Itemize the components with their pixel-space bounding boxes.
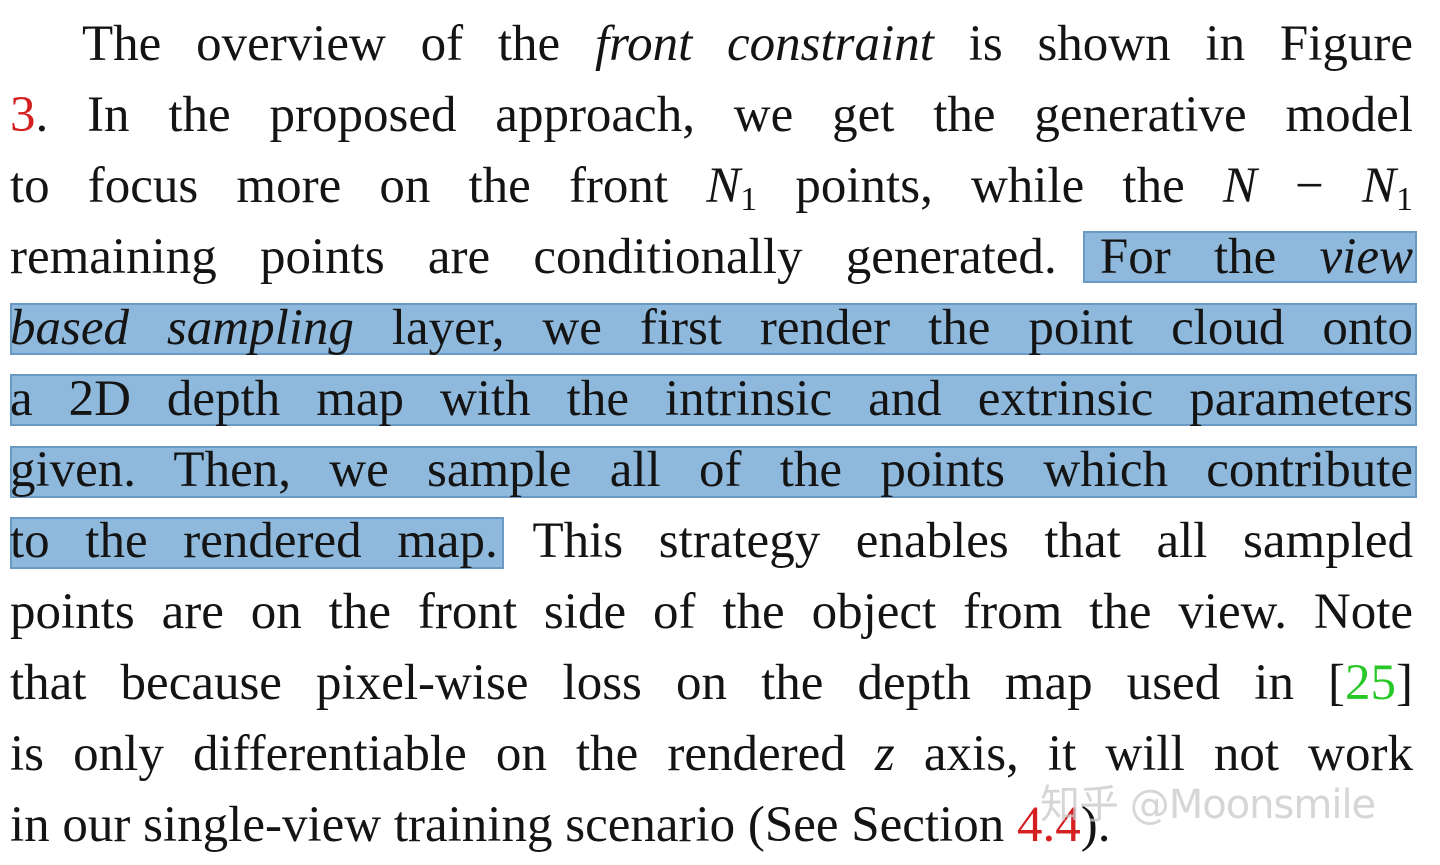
text-highlight-line-7 bbox=[10, 446, 1417, 498]
text-span: axis, it will not work bbox=[894, 726, 1413, 782]
math-symbol-z: z bbox=[874, 726, 895, 782]
highlighted-text: to the rendered map. bbox=[10, 513, 498, 569]
highlighted-text: given. Then, we sample all of the points… bbox=[10, 442, 1413, 498]
italic-term-front-constraint: front constraint bbox=[594, 16, 934, 72]
text-span: that because pixel-wise loss on the dept… bbox=[10, 655, 1346, 711]
italic-term-view: view bbox=[1319, 229, 1413, 285]
highlighted-text: a 2D depth map with the intrinsic and ex… bbox=[10, 371, 1413, 427]
text-span: in our single-view training scenario (Se… bbox=[10, 797, 1017, 853]
text-span: ). bbox=[1080, 797, 1111, 853]
paragraph-line-8: to the rendered map. This strategy enabl… bbox=[10, 505, 1413, 577]
paragraph-line-1: The overview of the front constraint is … bbox=[82, 8, 1413, 80]
text-span: . In the proposed approach, we get the g… bbox=[35, 87, 1414, 143]
math-symbol-n: N bbox=[1222, 158, 1257, 214]
highlighted-text: layer, we first render the point cloud o… bbox=[353, 300, 1413, 356]
text-highlight-line-4 bbox=[1083, 231, 1417, 283]
highlighted-text: . For the bbox=[1043, 229, 1320, 285]
text-span: ] bbox=[1396, 655, 1413, 711]
paragraph-line-4: remaining points are conditionally gener… bbox=[10, 221, 1413, 293]
paragraph-line-9: points are on the front side of the obje… bbox=[10, 576, 1413, 648]
figure-reference-link[interactable]: 3 bbox=[10, 87, 36, 143]
text-span: This strategy enables that all sampled bbox=[497, 513, 1413, 569]
text-span: is shown in Figure bbox=[933, 16, 1413, 72]
text-span: remaining points are conditionally gener… bbox=[10, 229, 1044, 285]
text-highlight-line-8 bbox=[10, 517, 504, 569]
math-symbol-n: N bbox=[706, 158, 741, 214]
text-span: to focus more on the front bbox=[10, 158, 707, 214]
italic-term-based-sampling: based sampling bbox=[10, 300, 354, 356]
paragraph-line-12: in our single-view training scenario (Se… bbox=[10, 789, 1413, 861]
paragraph-line-5: based sampling layer, we first render th… bbox=[10, 292, 1413, 364]
text-span: points are on the front side of the obje… bbox=[10, 584, 1413, 640]
paragraph-line-11: is only differentiable on the rendered z… bbox=[10, 718, 1413, 790]
text-span: is only differentiable on the rendered bbox=[10, 726, 875, 782]
text-span: The overview of the bbox=[82, 16, 595, 72]
paragraph-line-10: that because pixel-wise loss on the dept… bbox=[10, 647, 1413, 719]
math-symbol-n: N bbox=[1361, 158, 1396, 214]
math-subscript: 1 bbox=[740, 181, 758, 218]
math-subscript: 1 bbox=[1395, 181, 1413, 218]
watermark: 知乎 @Moonsmile bbox=[1040, 782, 1376, 828]
paragraph-line-3: to focus more on the front N1 points, wh… bbox=[10, 150, 1413, 222]
paragraph-line-2: 3. In the proposed approach, we get the … bbox=[10, 79, 1413, 151]
citation-link[interactable]: 25 bbox=[1345, 655, 1397, 711]
text-span: points, while the bbox=[757, 158, 1223, 214]
paragraph-line-7: given. Then, we sample all of the points… bbox=[10, 434, 1413, 506]
paragraph-line-6: a 2D depth map with the intrinsic and ex… bbox=[10, 363, 1413, 435]
math-minus: − bbox=[1256, 158, 1362, 214]
text-highlight-line-6 bbox=[10, 374, 1417, 426]
section-reference-link[interactable]: 4.4 bbox=[1016, 797, 1081, 853]
text-highlight-line-5 bbox=[10, 303, 1417, 355]
